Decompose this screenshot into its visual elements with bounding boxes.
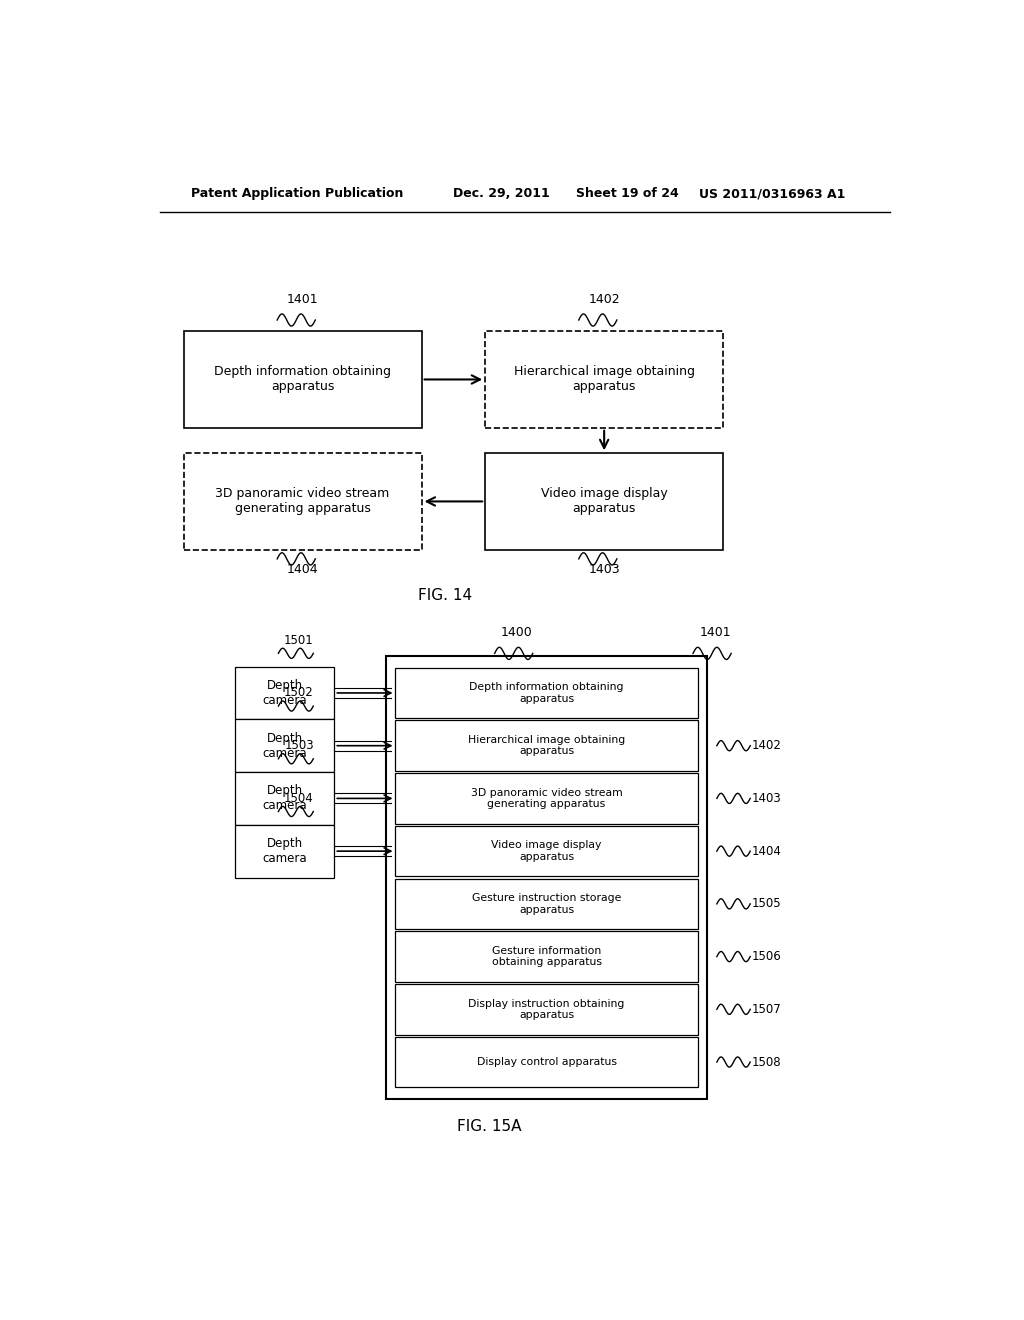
Text: Video image display
apparatus: Video image display apparatus: [492, 841, 602, 862]
FancyBboxPatch shape: [386, 656, 708, 1098]
FancyBboxPatch shape: [183, 453, 422, 549]
Text: 1504: 1504: [284, 792, 314, 805]
Text: Sheet 19 of 24: Sheet 19 of 24: [577, 187, 679, 201]
Text: 1403: 1403: [589, 564, 620, 576]
Text: 1404: 1404: [752, 845, 781, 858]
FancyBboxPatch shape: [395, 721, 697, 771]
Text: 1403: 1403: [752, 792, 781, 805]
Text: 1501: 1501: [284, 634, 314, 647]
Text: 1505: 1505: [752, 898, 781, 911]
Text: 3D panoramic video stream
generating apparatus: 3D panoramic video stream generating app…: [215, 487, 390, 515]
Text: 1402: 1402: [752, 739, 781, 752]
FancyBboxPatch shape: [395, 983, 697, 1035]
Text: FIG. 14: FIG. 14: [419, 587, 472, 603]
Text: Depth
camera: Depth camera: [262, 837, 307, 865]
Text: Gesture instruction storage
apparatus: Gesture instruction storage apparatus: [472, 894, 622, 915]
FancyBboxPatch shape: [183, 331, 422, 428]
FancyBboxPatch shape: [395, 774, 697, 824]
Text: US 2011/0316963 A1: US 2011/0316963 A1: [699, 187, 846, 201]
Text: Depth information obtaining
apparatus: Depth information obtaining apparatus: [469, 682, 624, 704]
Text: Depth
camera: Depth camera: [262, 678, 307, 708]
FancyBboxPatch shape: [236, 825, 334, 878]
FancyBboxPatch shape: [236, 667, 334, 719]
Text: Depth
camera: Depth camera: [262, 784, 307, 812]
Text: 1508: 1508: [752, 1056, 781, 1069]
Text: Dec. 29, 2011: Dec. 29, 2011: [454, 187, 550, 201]
FancyBboxPatch shape: [485, 453, 723, 549]
Text: Depth information obtaining
apparatus: Depth information obtaining apparatus: [214, 366, 391, 393]
Text: 1401: 1401: [699, 626, 731, 639]
FancyBboxPatch shape: [395, 879, 697, 929]
Text: Display instruction obtaining
apparatus: Display instruction obtaining apparatus: [468, 998, 625, 1020]
FancyBboxPatch shape: [395, 826, 697, 876]
FancyBboxPatch shape: [485, 331, 723, 428]
Text: Depth
camera: Depth camera: [262, 731, 307, 760]
Text: 1401: 1401: [287, 293, 318, 306]
Text: 1506: 1506: [752, 950, 781, 964]
FancyBboxPatch shape: [236, 719, 334, 772]
FancyBboxPatch shape: [395, 668, 697, 718]
FancyBboxPatch shape: [236, 772, 334, 825]
FancyBboxPatch shape: [395, 1036, 697, 1088]
Text: Display control apparatus: Display control apparatus: [476, 1057, 616, 1067]
Text: Hierarchical image obtaining
apparatus: Hierarchical image obtaining apparatus: [468, 735, 626, 756]
Text: 1404: 1404: [287, 564, 318, 576]
Text: 1507: 1507: [752, 1003, 781, 1016]
Text: 1503: 1503: [285, 739, 313, 752]
Text: 1400: 1400: [501, 626, 532, 639]
Text: FIG. 15A: FIG. 15A: [457, 1118, 521, 1134]
Text: Patent Application Publication: Patent Application Publication: [191, 187, 403, 201]
Text: 1402: 1402: [589, 293, 620, 306]
Text: Hierarchical image obtaining
apparatus: Hierarchical image obtaining apparatus: [514, 366, 694, 393]
Text: Video image display
apparatus: Video image display apparatus: [541, 487, 668, 515]
Text: Gesture information
obtaining apparatus: Gesture information obtaining apparatus: [492, 946, 602, 968]
Text: 3D panoramic video stream
generating apparatus: 3D panoramic video stream generating app…: [471, 788, 623, 809]
FancyBboxPatch shape: [395, 931, 697, 982]
Text: 1502: 1502: [284, 686, 314, 700]
